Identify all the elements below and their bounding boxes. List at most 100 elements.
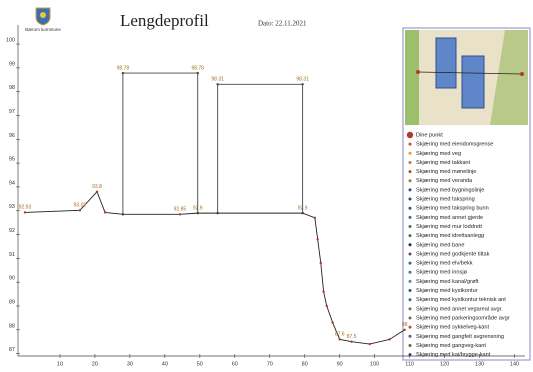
legend-marker [409,143,412,146]
legend-marker [409,298,412,301]
legend-label: Skjæring med annet vegareal avgr. [416,306,503,312]
x-tick-label: 10 [57,361,63,367]
chart: Bærum kommune Lengdeprofil Dato: 22.11.2… [0,0,533,372]
profile-point [350,341,352,343]
legend-label: Skjæring med innsjø [416,270,468,276]
legend-label: Skjæring med gangfelt avgrensning [416,334,504,340]
data-label: 93.8 [92,184,102,190]
y-tick-label: 96 [9,133,15,139]
y-tick-label: 92 [9,228,15,234]
legend-marker [409,207,412,210]
profile-point [326,305,328,307]
x-tick-label: 90 [337,361,343,367]
profile-point [322,291,324,293]
legend-marker [409,271,412,274]
profile-point [122,213,124,215]
legend-marker [409,188,412,191]
legend-label: Skjæring med kanal/grøft [416,279,479,285]
legend-marker [409,307,412,310]
profile-point [216,212,218,214]
profile-point [320,262,322,264]
legend-label: Skjæring med veg [416,151,461,157]
legend-marker [409,335,412,338]
x-tick-label: 120 [440,361,449,367]
x-tick-label: 80 [302,361,308,367]
map-point [416,70,420,74]
data-label: 87.6 [335,332,345,338]
x-tick-label: 110 [405,361,414,367]
legend-label: Skjæring med kystkontur [416,288,478,294]
legend-marker [409,161,412,164]
legend-label: Skjæring med mur loddrett [416,224,482,230]
legend-label: Skjæring med elv/bekk [416,261,473,267]
legend-label: Skjæring med annet gjerde [416,215,483,221]
y-tick-label: 88 [9,323,15,329]
y-tick-label: 99 [9,61,15,67]
y-tick-label: 97 [9,109,15,115]
profile-point [122,72,124,74]
legend-label: Skjæring med takspring [416,197,475,203]
legend-label: Skjæring med kai/brygge-kant [416,352,491,358]
profile-point [197,72,199,74]
data-label: 92.85 [174,207,187,213]
legend-label: Dine punkt [416,132,443,138]
data-label: 98.78 [117,65,130,71]
profile-point [79,209,81,211]
y-tick-label: 89 [9,299,15,305]
legend-label: Skjæring med parkeringsområde avgr [416,314,510,321]
legend-label: Skjæring med bane [416,242,465,248]
legend-marker [409,262,412,265]
legend-label: Skjæring med sykkelveg-kant [416,325,490,331]
profile-point [316,238,318,240]
legend-marker [409,179,412,182]
data-label: 92.93 [19,205,32,211]
profile-point [24,211,26,213]
data-label: 88 [402,322,408,328]
profile-point [301,212,303,214]
y-tick-label: 90 [9,276,15,282]
y-tick-label: 91 [9,252,15,258]
legend-label: Skjæring med gangveg-kant [416,343,486,349]
y-tick-label: 100 [6,38,15,44]
profile-point [314,217,316,219]
x-tick-label: 100 [370,361,379,367]
profile-point [104,211,106,213]
map-inset [405,30,528,125]
y-tick-label: 95 [9,157,15,163]
profile-point [331,321,333,323]
x-tick-label: 140 [510,361,519,367]
legend-label: Skjæring med kystkontur teknisk ant [416,297,506,303]
legend-label: Skjæring med idrettsanlegg [416,233,484,239]
x-tick-label: 60 [232,361,238,367]
legend-marker [409,198,412,201]
x-tick-label: 50 [197,361,203,367]
logo-mark [40,12,46,18]
legend-marker [409,280,412,283]
legend-marker [409,152,412,155]
x-tick-label: 20 [92,361,98,367]
legend-label: Skjæring med mønelinje [416,169,476,175]
data-label: 98.31 [296,77,309,83]
y-tick-label: 87 [9,347,15,353]
legend-label: Skjæring med takspring bunn [416,206,489,212]
y-tick-label: 94 [9,180,15,186]
logo-text: Bærum kommune [25,27,61,32]
legend-marker [409,317,412,320]
profile-point [96,190,98,192]
data-label: 93.02 [74,203,87,209]
profile-point [197,212,199,214]
legend-label: Skjæring med veranda [416,178,473,184]
legend-marker [409,225,412,228]
legend-marker [409,344,412,347]
data-label: 98.31 [211,77,224,83]
legend-marker [409,170,412,173]
profile-point [179,213,181,215]
map-building [436,38,456,88]
legend-marker [409,216,412,219]
legend-marker [409,353,412,356]
chart-subtitle: Dato: 22.11.2021 [258,20,307,28]
legend-label: Skjæring med eiendomsgrense [416,142,493,148]
legend-marker [409,243,412,246]
profile-point [338,338,340,340]
map-point [520,72,524,76]
